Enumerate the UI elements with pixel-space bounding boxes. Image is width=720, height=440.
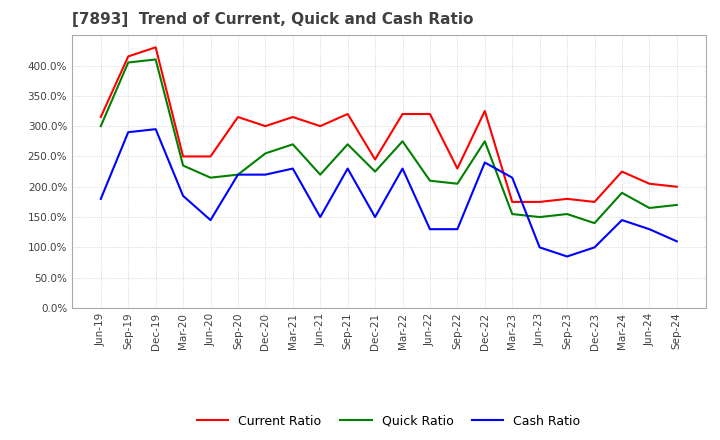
Quick Ratio	[261, 151, 270, 156]
Quick Ratio	[124, 60, 132, 65]
Quick Ratio	[151, 57, 160, 62]
Current Ratio	[453, 166, 462, 171]
Quick Ratio	[343, 142, 352, 147]
Current Ratio	[316, 124, 325, 129]
Current Ratio	[645, 181, 654, 187]
Cash Ratio	[371, 214, 379, 220]
Current Ratio	[398, 111, 407, 117]
Quick Ratio	[645, 205, 654, 211]
Quick Ratio	[289, 142, 297, 147]
Quick Ratio	[480, 139, 489, 144]
Cash Ratio	[563, 254, 572, 259]
Quick Ratio	[618, 190, 626, 195]
Current Ratio	[289, 114, 297, 120]
Current Ratio	[618, 169, 626, 174]
Cash Ratio	[645, 227, 654, 232]
Cash Ratio	[508, 175, 516, 180]
Cash Ratio	[343, 166, 352, 171]
Quick Ratio	[453, 181, 462, 187]
Current Ratio	[563, 196, 572, 202]
Current Ratio	[590, 199, 599, 205]
Current Ratio	[371, 157, 379, 162]
Cash Ratio	[206, 217, 215, 223]
Quick Ratio	[371, 169, 379, 174]
Quick Ratio	[96, 124, 105, 129]
Cash Ratio	[179, 193, 187, 198]
Quick Ratio	[233, 172, 242, 177]
Cash Ratio	[618, 217, 626, 223]
Quick Ratio	[672, 202, 681, 208]
Current Ratio	[96, 114, 105, 120]
Current Ratio	[124, 54, 132, 59]
Current Ratio	[261, 124, 270, 129]
Quick Ratio	[316, 172, 325, 177]
Quick Ratio	[398, 139, 407, 144]
Quick Ratio	[179, 163, 187, 168]
Cash Ratio	[480, 160, 489, 165]
Cash Ratio	[590, 245, 599, 250]
Cash Ratio	[453, 227, 462, 232]
Current Ratio	[179, 154, 187, 159]
Current Ratio	[233, 114, 242, 120]
Cash Ratio	[672, 238, 681, 244]
Cash Ratio	[96, 196, 105, 202]
Quick Ratio	[536, 214, 544, 220]
Cash Ratio	[398, 166, 407, 171]
Text: [7893]  Trend of Current, Quick and Cash Ratio: [7893] Trend of Current, Quick and Cash …	[72, 12, 473, 27]
Cash Ratio	[261, 172, 270, 177]
Legend: Current Ratio, Quick Ratio, Cash Ratio: Current Ratio, Quick Ratio, Cash Ratio	[192, 410, 585, 433]
Current Ratio	[480, 108, 489, 114]
Line: Cash Ratio: Cash Ratio	[101, 129, 677, 257]
Quick Ratio	[426, 178, 434, 183]
Line: Quick Ratio: Quick Ratio	[101, 59, 677, 223]
Current Ratio	[151, 45, 160, 50]
Cash Ratio	[426, 227, 434, 232]
Cash Ratio	[316, 214, 325, 220]
Cash Ratio	[124, 129, 132, 135]
Quick Ratio	[590, 220, 599, 226]
Quick Ratio	[206, 175, 215, 180]
Current Ratio	[536, 199, 544, 205]
Cash Ratio	[233, 172, 242, 177]
Current Ratio	[343, 111, 352, 117]
Current Ratio	[426, 111, 434, 117]
Cash Ratio	[289, 166, 297, 171]
Current Ratio	[672, 184, 681, 189]
Line: Current Ratio: Current Ratio	[101, 48, 677, 202]
Quick Ratio	[508, 211, 516, 216]
Current Ratio	[206, 154, 215, 159]
Cash Ratio	[536, 245, 544, 250]
Current Ratio	[508, 199, 516, 205]
Cash Ratio	[151, 127, 160, 132]
Quick Ratio	[563, 211, 572, 216]
